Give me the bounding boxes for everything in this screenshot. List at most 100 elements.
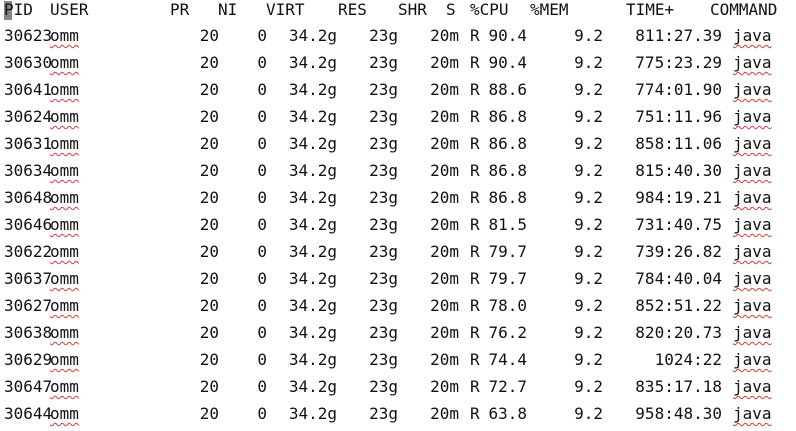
cell-pr: 20 <box>199 323 219 342</box>
cell-shr: 20m <box>430 26 459 45</box>
process-row: 30623 omm 20 0 34.2g 23g 20m R 90.4 9.2 811:27.39 j… <box>0 26 796 53</box>
cell-pr: 20 <box>199 350 219 369</box>
process-row: 30644 omm 20 0 34.2g 23g 20m R 63.8 9.2 958:48.30 j… <box>0 404 796 431</box>
cell-ni: 0 <box>257 269 267 288</box>
cell-user: omm <box>50 323 79 342</box>
cell-shr: 20m <box>430 296 459 315</box>
cell-pr: 20 <box>199 377 219 396</box>
cell-s: R <box>470 323 480 342</box>
process-row: 30622 omm 20 0 34.2g 23g 20m R 79.7 9.2 739:26.82 j… <box>0 242 796 269</box>
cell-ni: 0 <box>257 80 267 99</box>
process-row: 30647 omm 20 0 34.2g 23g 20m R 72.7 9.2 835:17.18 j… <box>0 377 796 404</box>
cell-shr: 20m <box>430 107 459 126</box>
cell-res: 23g <box>369 134 398 153</box>
cell-cpu: 63.8 <box>488 404 527 423</box>
cell-pid: 30646 <box>4 215 53 234</box>
cell-time: 958:48.30 <box>635 404 722 423</box>
cell-user: omm <box>50 26 79 45</box>
cell-pid: 30648 <box>4 188 53 207</box>
col-header-cpu: %CPU <box>470 0 509 19</box>
cell-mem: 9.2 <box>574 350 603 369</box>
cell-res: 23g <box>369 296 398 315</box>
cell-cpu: 86.8 <box>488 134 527 153</box>
cell-pr: 20 <box>199 296 219 315</box>
col-header-shr: SHR <box>398 0 427 19</box>
cell-virt: 34.2g <box>288 296 337 315</box>
cell-res: 23g <box>369 215 398 234</box>
cell-s: R <box>470 242 480 261</box>
cell-virt: 34.2g <box>288 350 337 369</box>
cell-res: 23g <box>369 350 398 369</box>
cell-virt: 34.2g <box>288 53 337 72</box>
cell-pid: 30622 <box>4 242 53 261</box>
text-cursor <box>4 1 12 20</box>
cell-user: omm <box>50 215 79 234</box>
cell-res: 23g <box>369 323 398 342</box>
cell-pr: 20 <box>199 53 219 72</box>
cell-command: java <box>733 296 772 315</box>
cell-ni: 0 <box>257 107 267 126</box>
process-row: 30637 omm 20 0 34.2g 23g 20m R 79.7 9.2 784:40.04 j… <box>0 269 796 296</box>
cell-s: R <box>470 80 480 99</box>
cell-user: omm <box>50 269 79 288</box>
cell-command: java <box>733 188 772 207</box>
cell-virt: 34.2g <box>288 323 337 342</box>
cell-pid: 30624 <box>4 107 53 126</box>
cell-mem: 9.2 <box>574 377 603 396</box>
cell-mem: 9.2 <box>574 188 603 207</box>
cell-mem: 9.2 <box>574 323 603 342</box>
cell-pid: 30629 <box>4 350 53 369</box>
cell-ni: 0 <box>257 26 267 45</box>
cell-s: R <box>470 134 480 153</box>
col-header-pid: PID <box>4 0 33 19</box>
cell-pr: 20 <box>199 161 219 180</box>
cell-virt: 34.2g <box>288 161 337 180</box>
cell-mem: 9.2 <box>574 161 603 180</box>
cell-pr: 20 <box>199 269 219 288</box>
cell-cpu: 79.7 <box>488 269 527 288</box>
cell-user: omm <box>50 161 79 180</box>
cell-cpu: 74.4 <box>488 350 527 369</box>
process-row: 30631 omm 20 0 34.2g 23g 20m R 86.8 9.2 858:11.06 j… <box>0 134 796 161</box>
cell-command: java <box>733 80 772 99</box>
cell-s: R <box>470 161 480 180</box>
cell-command: java <box>733 242 772 261</box>
cell-ni: 0 <box>257 404 267 423</box>
cell-res: 23g <box>369 26 398 45</box>
cell-virt: 34.2g <box>288 107 337 126</box>
cell-mem: 9.2 <box>574 404 603 423</box>
cell-shr: 20m <box>430 80 459 99</box>
cell-shr: 20m <box>430 377 459 396</box>
cell-s: R <box>470 26 480 45</box>
cell-time: 815:40.30 <box>635 161 722 180</box>
cell-mem: 9.2 <box>574 80 603 99</box>
cell-command: java <box>733 323 772 342</box>
cell-cpu: 78.0 <box>488 296 527 315</box>
cell-ni: 0 <box>257 296 267 315</box>
cell-shr: 20m <box>430 134 459 153</box>
cell-shr: 20m <box>430 323 459 342</box>
cell-res: 23g <box>369 161 398 180</box>
col-header-virt: VIRT <box>266 0 305 19</box>
cell-time: 1024:22 <box>654 350 722 369</box>
table-header: PID USER PR NI VIRT RES SHR S %CPU %MEM … <box>0 0 796 27</box>
cell-shr: 20m <box>430 404 459 423</box>
cell-user: omm <box>50 188 79 207</box>
cell-virt: 34.2g <box>288 80 337 99</box>
cell-pid: 30634 <box>4 161 53 180</box>
cell-time: 784:40.04 <box>635 269 722 288</box>
col-header-mem: %MEM <box>530 0 569 19</box>
cell-pr: 20 <box>199 404 219 423</box>
cell-res: 23g <box>369 377 398 396</box>
cell-user: omm <box>50 404 79 423</box>
cell-cpu: 88.6 <box>488 80 527 99</box>
cell-time: 835:17.18 <box>635 377 722 396</box>
cell-command: java <box>733 134 772 153</box>
cell-pid: 30623 <box>4 26 53 45</box>
cell-shr: 20m <box>430 242 459 261</box>
cell-time: 811:27.39 <box>635 26 722 45</box>
cell-ni: 0 <box>257 242 267 261</box>
cell-command: java <box>733 350 772 369</box>
cell-res: 23g <box>369 80 398 99</box>
